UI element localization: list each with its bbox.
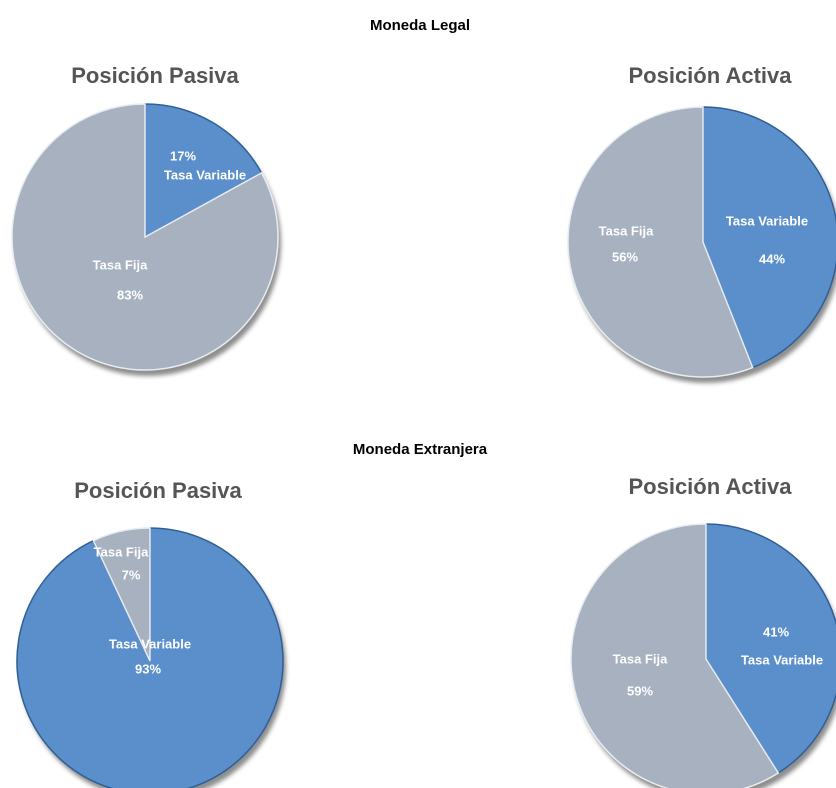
value-label: 44% — [759, 251, 785, 266]
chart-title: Posición Pasiva — [74, 478, 242, 503]
value-label: 83% — [117, 287, 143, 302]
pie-slice — [567, 106, 754, 378]
value-label: 59% — [627, 683, 653, 698]
slice-label: Tasa Variable — [109, 636, 191, 651]
slice-label: Tasa Fija — [93, 257, 148, 272]
slice-label: Tasa Fija — [599, 223, 654, 238]
slice-label: Tasa Variable — [164, 167, 246, 182]
value-label: 7% — [122, 567, 141, 582]
slice-label: Tasa Variable — [741, 652, 823, 667]
chart-title: Posición Activa — [628, 474, 792, 499]
value-label: 93% — [135, 661, 161, 676]
value-label: 17% — [170, 148, 196, 163]
value-label: 41% — [763, 624, 789, 639]
section-title: Moneda Extranjera — [353, 441, 488, 458]
pie-slice — [92, 527, 151, 662]
pie-slice — [144, 103, 263, 239]
chart-title: Posición Pasiva — [71, 63, 239, 88]
value-label: 56% — [612, 249, 638, 264]
section-title: Moneda Legal — [370, 17, 470, 34]
slice-label: Tasa Fija — [94, 544, 149, 559]
pie-slice — [570, 523, 780, 788]
slice-label: Tasa Fija — [613, 651, 668, 666]
pie-slice — [11, 103, 279, 371]
slice-label: Tasa Variable — [726, 213, 808, 228]
chart-title: Posición Activa — [628, 63, 792, 88]
